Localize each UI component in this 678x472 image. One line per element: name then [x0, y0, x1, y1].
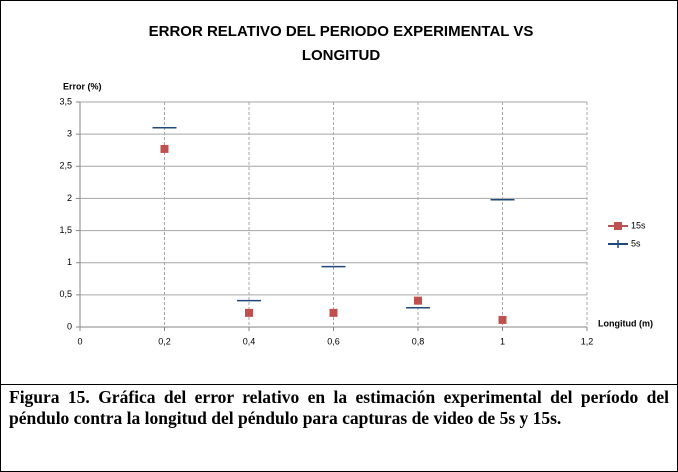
caption: Figura 15. Gráfica del error relativo en… — [9, 387, 669, 428]
y-tick-label: 0,5 — [59, 289, 72, 299]
point — [498, 315, 507, 324]
y-tick-label: 3,5 — [59, 96, 72, 106]
chart-title: ERROR RELATIVO DEL PERIODO EXPERIMENTAL … — [149, 23, 534, 40]
x-axis-label: Longitud (m) — [598, 318, 653, 328]
point — [329, 308, 338, 317]
x-tick-label: 1,2 — [581, 336, 594, 346]
chart-title: LONGITUD — [302, 47, 380, 64]
y-tick-label: 2 — [67, 193, 72, 203]
x-tick-label: 0,8 — [412, 336, 425, 346]
x-tick-label: 0 — [77, 336, 82, 346]
separator — [1, 384, 677, 385]
x-tick-label: 0,4 — [243, 336, 256, 346]
x-tick-label: 0,6 — [327, 336, 340, 346]
y-tick-label: 3 — [67, 129, 72, 139]
y-tick-label: 0 — [67, 321, 72, 331]
point — [414, 296, 422, 305]
legend-label: 5s — [631, 238, 641, 248]
x-tick-label: 0,2 — [158, 336, 171, 346]
point — [160, 144, 169, 153]
point — [245, 308, 253, 317]
y-tick-label: 2,5 — [59, 161, 72, 171]
y-axis-label: Error (%) — [63, 81, 102, 91]
y-tick-label: 1 — [67, 257, 72, 267]
legend-marker — [614, 222, 622, 230]
x-tick-label: 1 — [500, 336, 505, 346]
y-tick-label: 1,5 — [59, 225, 72, 235]
legend-label: 15s — [631, 220, 646, 230]
chart: ERROR RELATIVO DEL PERIODO EXPERIMENTAL … — [59, 23, 653, 346]
